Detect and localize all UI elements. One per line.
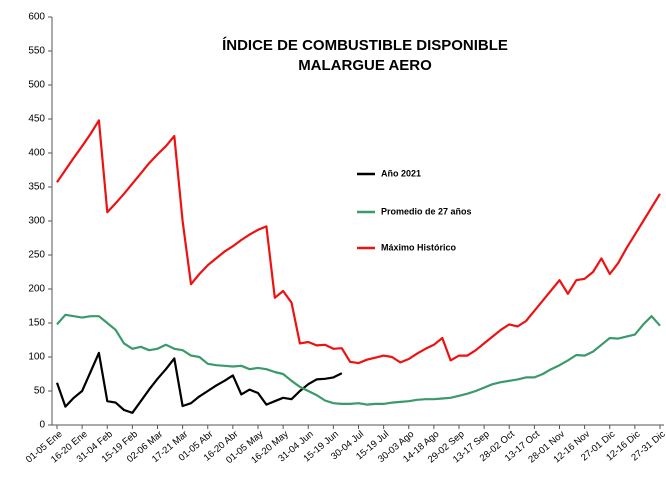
y-tick-label: 400 <box>28 148 45 159</box>
y-tick-label: 300 <box>28 216 45 227</box>
y-tick-label: 150 <box>28 318 45 329</box>
series-line <box>56 313 661 406</box>
y-tick-label: 500 <box>28 80 45 91</box>
y-tick-label: 350 <box>28 182 45 193</box>
y-tick-label: 200 <box>28 284 45 295</box>
y-tick-label: 550 <box>28 46 45 57</box>
legend-label: Máximo Histórico <box>381 242 457 252</box>
series-line <box>55 351 343 414</box>
y-tick-label: 50 <box>34 386 46 397</box>
y-tick-label: 250 <box>28 250 45 261</box>
y-tick-label: 600 <box>28 12 45 23</box>
chart-title: MALARGUE AERO <box>298 57 432 74</box>
legend-label: Año 2021 <box>381 168 421 178</box>
legend-label: Promedio de 27 años <box>381 206 472 216</box>
y-tick-label: 450 <box>28 114 45 125</box>
y-tick-label: 100 <box>28 352 45 363</box>
series-line <box>56 119 661 365</box>
y-tick-label: 0 <box>39 420 45 431</box>
chart-title: ÍNDICE DE COMBUSTIBLE DISPONIBLE <box>222 37 508 54</box>
